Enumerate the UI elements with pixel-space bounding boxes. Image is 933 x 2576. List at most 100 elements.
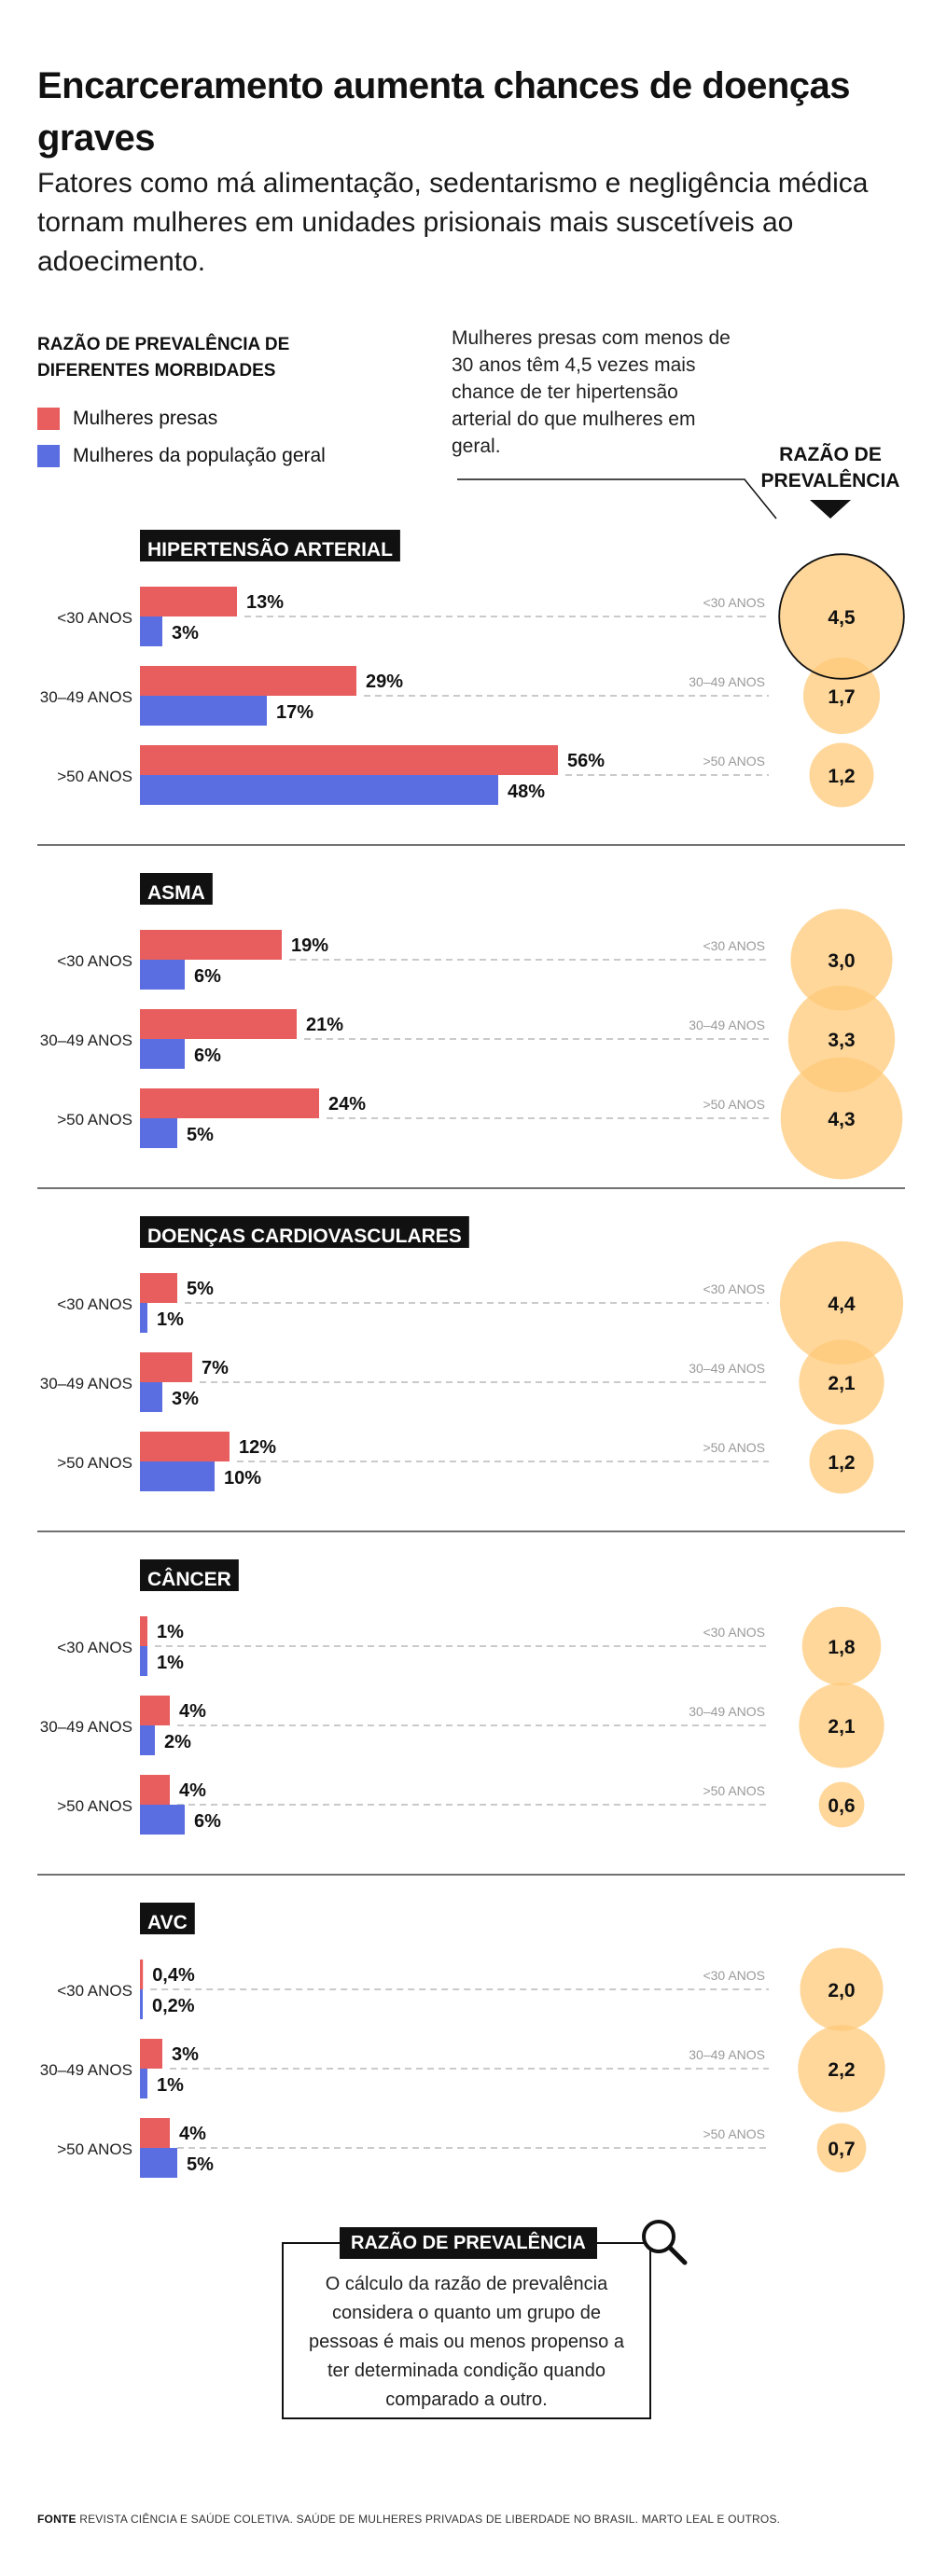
page-subtitle: Fatores como má alimentação, sedentarism… <box>37 168 869 277</box>
value-label-prisoners: 29% <box>366 672 403 692</box>
value-label-general: 48% <box>508 782 545 802</box>
ratio-label: 2,1 <box>828 1373 856 1394</box>
ratio-column-header: RAZÃO DE PREVALÊNCIA <box>760 444 900 492</box>
bar-general <box>140 1382 162 1412</box>
age-label-right: >50 ANOS <box>703 1783 765 1798</box>
ratio-label: 3,0 <box>828 950 855 972</box>
disease-label: AVC <box>147 1912 188 1933</box>
legend-label-general: Mulheres da população geral <box>73 445 326 466</box>
value-label-general: 10% <box>224 1468 261 1489</box>
ratio-bubble <box>801 1606 882 1686</box>
source-note: FONTE REVISTA CIÊNCIA E SAÚDE COLETIVA. … <box>37 2513 896 2526</box>
age-label-right: <30 ANOS <box>703 1625 765 1640</box>
disease-label-tag <box>140 873 213 905</box>
ratio-bubble <box>800 1947 884 2031</box>
age-label: >50 ANOS <box>57 2140 132 2158</box>
ratio-bubble-highlight <box>778 553 905 680</box>
value-label-prisoners: 56% <box>567 751 605 771</box>
ratio-label: 1,7 <box>828 686 855 708</box>
disease-label-tag <box>140 1559 239 1591</box>
disease-label: DOENÇAS CARDIOVASCULARES <box>147 1226 462 1247</box>
age-label: <30 ANOS <box>57 1639 132 1656</box>
page-title: Encarceramento aumenta chances de doença… <box>37 65 850 159</box>
bar-general <box>140 616 162 646</box>
value-label-prisoners: 4% <box>179 1701 206 1722</box>
legend-item-general: Mulheres da população geral <box>37 442 326 470</box>
value-label-general: 0,2% <box>152 1996 195 2016</box>
ratio-bubble <box>818 1781 865 1828</box>
ratio-label: 2,2 <box>828 2059 855 2081</box>
ratio-bubble <box>799 1683 884 1768</box>
legend-label-prisoners: Mulheres presas <box>73 408 218 429</box>
value-label-general: 3% <box>172 1389 199 1409</box>
bar-prisoners <box>140 1432 230 1461</box>
value-label-general: 1% <box>157 2075 184 2096</box>
ratio-bubble <box>798 2025 885 2112</box>
ratio-bubble <box>779 1240 904 1365</box>
ratio-label: 3,3 <box>828 1030 855 1051</box>
age-label-right: >50 ANOS <box>703 2126 765 2141</box>
bar-general <box>140 1461 215 1491</box>
age-label-right: <30 ANOS <box>703 938 765 953</box>
age-label-right: 30–49 ANOS <box>689 1018 765 1032</box>
value-label-prisoners: 13% <box>246 592 284 613</box>
ratio-label: 4,5 <box>828 607 856 629</box>
value-label-prisoners: 19% <box>291 935 328 956</box>
disease-label: HIPERTENSÃO ARTERIAL <box>147 539 393 561</box>
ratio-label: 2,0 <box>828 1980 855 2001</box>
legend-item-prisoners: Mulheres presas <box>37 405 217 433</box>
annotation-leader-line <box>457 478 777 519</box>
age-label: 30–49 ANOS <box>40 1718 132 1736</box>
bar-prisoners <box>140 2118 170 2148</box>
bar-general <box>140 1118 177 1148</box>
bar-general <box>140 1039 185 1069</box>
ratio-bubble <box>816 2123 867 2173</box>
age-label: >50 ANOS <box>57 1454 132 1472</box>
legend-title: RAZÃO DE PREVALÊNCIA DE DIFERENTES MORBI… <box>37 335 290 381</box>
bar-prisoners <box>140 745 558 775</box>
value-label-general: 5% <box>187 2154 214 2175</box>
bar-general <box>140 2148 177 2178</box>
value-label-prisoners: 7% <box>202 1358 229 1378</box>
age-label-right: >50 ANOS <box>703 1097 765 1112</box>
ratio-label: 1,2 <box>828 1452 855 1474</box>
value-label-prisoners: 4% <box>179 1780 206 1801</box>
ratio-label: 2,1 <box>828 1716 856 1738</box>
ratio-label: 4,4 <box>828 1294 856 1315</box>
bar-general <box>140 2069 147 2098</box>
disease-label-tag <box>140 1903 195 1934</box>
ratio-bubble <box>809 742 874 808</box>
bar-prisoners <box>140 930 282 960</box>
bar-general <box>140 1303 147 1333</box>
value-label-general: 2% <box>164 1732 191 1752</box>
ratio-label: 1,2 <box>828 766 855 787</box>
age-label: <30 ANOS <box>57 1982 132 2000</box>
bar-prisoners <box>140 1696 170 1725</box>
legend-swatch-general <box>37 445 60 467</box>
value-label-general: 1% <box>157 1653 184 1673</box>
ratio-bubble <box>799 1339 884 1425</box>
age-label-right: >50 ANOS <box>703 754 765 769</box>
value-label-general: 1% <box>157 1309 184 1330</box>
disease-label: CÂNCER <box>147 1568 231 1590</box>
age-label: <30 ANOS <box>57 952 132 970</box>
age-label-right: <30 ANOS <box>703 1281 765 1296</box>
definition-text: O cálculo da razão de prevalência consid… <box>309 2274 624 2410</box>
bar-general <box>140 775 498 805</box>
bar-general <box>140 1989 143 2019</box>
ratio-label: 4,3 <box>828 1109 855 1130</box>
bar-general <box>140 1646 147 1676</box>
disease-label-tag <box>140 1216 469 1248</box>
bar-general <box>140 960 185 990</box>
bar-prisoners <box>140 666 356 696</box>
age-label: 30–49 ANOS <box>40 688 132 706</box>
bar-prisoners <box>140 587 237 616</box>
age-label: >50 ANOS <box>57 768 132 785</box>
magnifier-icon <box>638 2216 690 2273</box>
age-label: <30 ANOS <box>57 609 132 627</box>
bar-general <box>140 1805 185 1835</box>
ratio-label: 1,8 <box>828 1637 856 1658</box>
value-label-prisoners: 24% <box>328 1094 366 1115</box>
bar-general <box>140 696 267 726</box>
